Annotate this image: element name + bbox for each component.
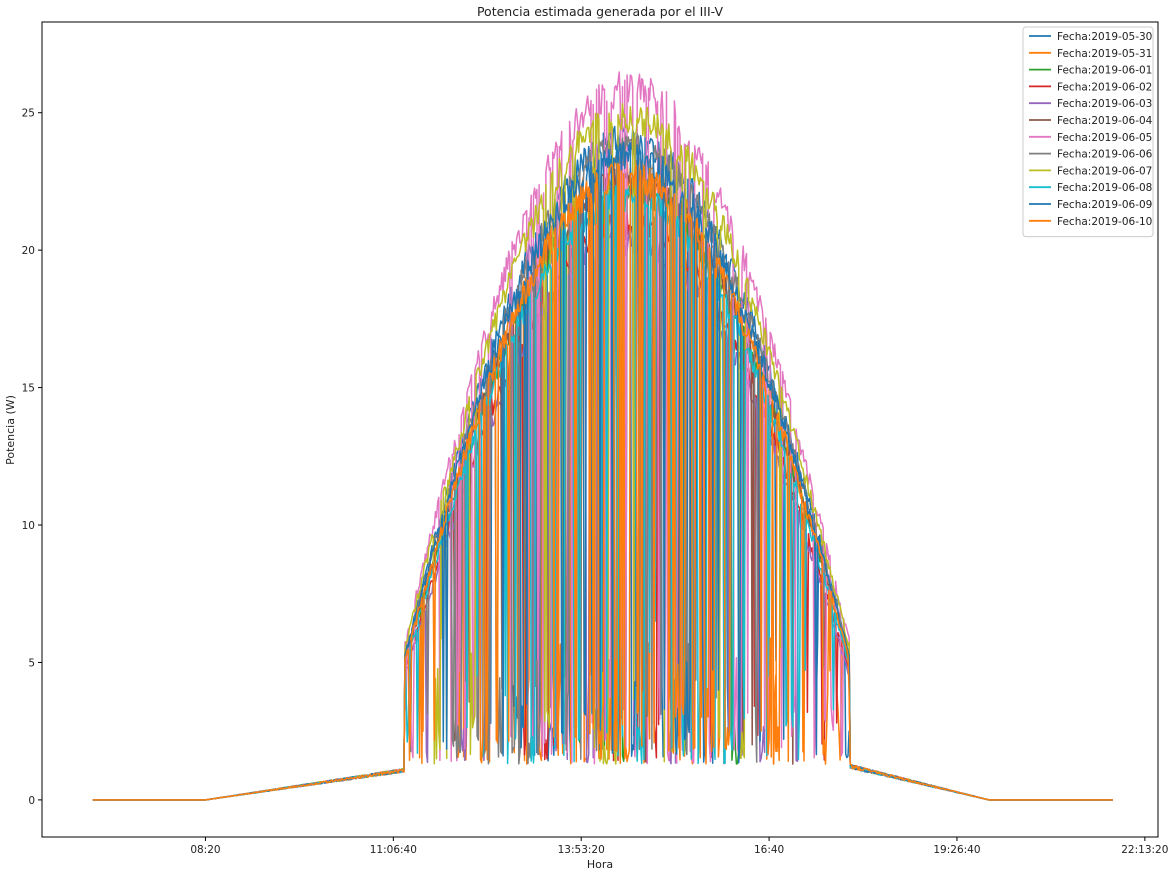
- x-tick-label: 08:20: [190, 844, 220, 856]
- y-tick-label: 20: [22, 245, 35, 257]
- legend-entry: Fecha:2019-06-09: [1057, 199, 1152, 211]
- legend-entry: Fecha:2019-06-08: [1057, 182, 1152, 194]
- legend-entry: Fecha:2019-06-10: [1057, 216, 1152, 228]
- series-layer: [92, 71, 1113, 801]
- y-tick-label: 10: [22, 520, 35, 532]
- y-tick-label: 15: [22, 383, 35, 395]
- x-axis-title: Hora: [587, 858, 613, 871]
- legend-entry: Fecha:2019-06-05: [1057, 132, 1152, 144]
- legend-entry: Fecha:2019-06-06: [1057, 149, 1153, 161]
- plot-frame: [41, 21, 1159, 838]
- chart-title: Potencia estimada generada por el III-V: [477, 4, 723, 19]
- series-line-12: [92, 162, 1113, 801]
- legend-entry: Fecha:2019-06-02: [1057, 81, 1152, 93]
- legend-entry: Fecha:2019-05-31: [1057, 48, 1152, 60]
- y-axis: 0 5 10 15 20 25: [22, 108, 42, 807]
- x-tick-label: 11:06:40: [370, 844, 417, 856]
- y-tick-label: 0: [28, 795, 35, 807]
- y-tick-label: 5: [28, 657, 35, 669]
- legend-box: [1022, 26, 1154, 238]
- x-axis: 08:20 11:06:40 13:53:20 16:40 19:26:40 22:13:…: [190, 837, 1168, 856]
- legend-entry: Fecha:2019-05-30: [1057, 31, 1152, 43]
- x-tick-label: 16:40: [754, 844, 784, 856]
- x-tick-label: 13:53:20: [558, 844, 605, 856]
- x-tick-label: 19:26:40: [933, 844, 980, 856]
- y-axis-title: Potencia (W): [4, 395, 17, 465]
- x-tick-label: 22:13:20: [1121, 844, 1168, 856]
- legend-entry: Fecha:2019-06-04: [1057, 115, 1153, 127]
- legend-entry: Fecha:2019-06-01: [1057, 65, 1152, 77]
- y-tick-label: 25: [22, 108, 35, 120]
- legend-entry: Fecha:2019-06-07: [1057, 165, 1152, 177]
- legend: Fecha:2019-05-30 Fecha:2019-05-31 Fecha:20…: [1022, 26, 1154, 238]
- legend-entry: Fecha:2019-06-03: [1057, 98, 1152, 110]
